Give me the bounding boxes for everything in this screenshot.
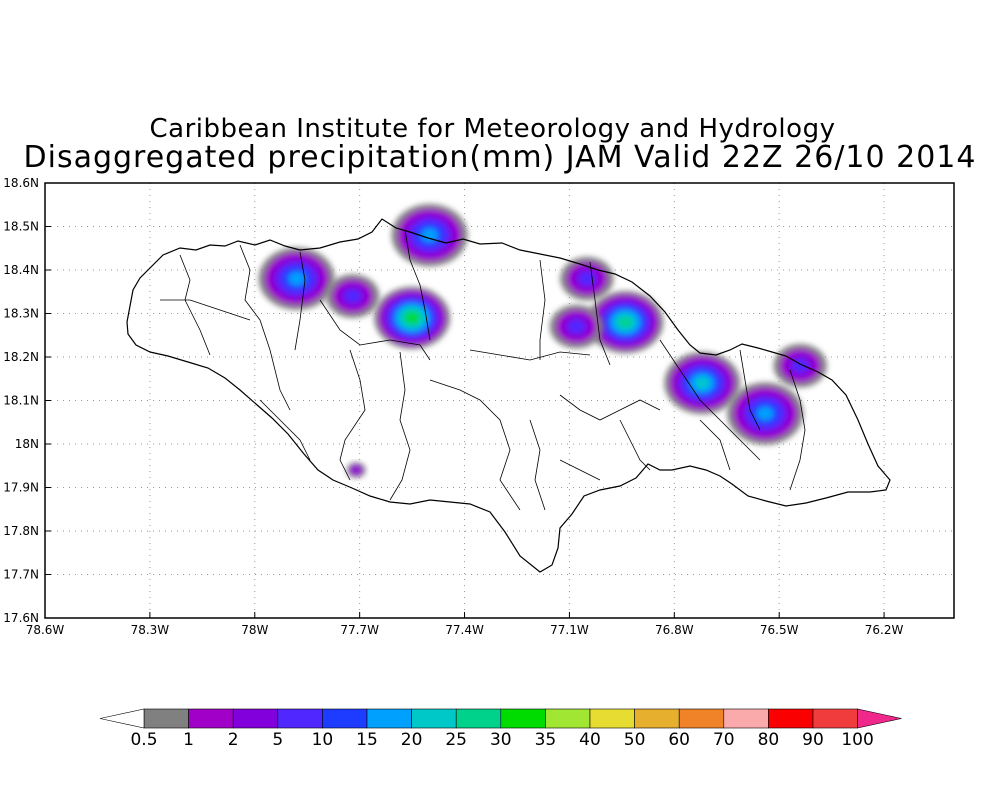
y-tick-label: 17.9N <box>3 481 39 495</box>
colorbar-swatch <box>545 708 591 729</box>
y-tick-label: 18N <box>15 437 39 451</box>
colorbar-swatch <box>188 708 234 729</box>
colorbar-swatch <box>366 708 412 729</box>
precip-cell <box>587 291 664 354</box>
x-tick-label: 77.4W <box>445 623 484 637</box>
colorbar-swatch <box>723 708 769 729</box>
precip-contour <box>421 228 438 243</box>
colorbar-label: 80 <box>757 730 780 750</box>
y-tick-label: 18.4N <box>3 263 39 277</box>
precip-contour <box>695 377 710 389</box>
y-tick-label: 18.5N <box>3 220 39 234</box>
colorbar-label: 70 <box>712 730 735 750</box>
precip-contour <box>578 271 596 286</box>
colorbar-swatch <box>232 708 279 729</box>
title-line-1: Caribbean Institute for Meteorology and … <box>149 114 836 144</box>
x-tick-label: 76.8W <box>655 623 694 637</box>
colorbar-label: 90 <box>802 730 824 750</box>
y-tick-label: 17.8N <box>3 524 39 538</box>
colorbar-label: 20 <box>400 730 423 750</box>
x-tick-label: 78W <box>241 623 268 637</box>
colorbar-swatch <box>277 708 323 729</box>
precip-cell <box>664 351 741 415</box>
precip-contour <box>352 466 361 474</box>
precip-cell <box>374 286 451 350</box>
y-tick-label: 17.7N <box>3 568 39 582</box>
colorbar-low-triangle <box>99 708 145 729</box>
x-tick-label: 78.6W <box>26 623 65 637</box>
grid-lines <box>45 183 954 618</box>
x-tick-label: 78.3W <box>131 623 170 637</box>
y-tick-label: 18.6N <box>3 176 39 190</box>
colorbar-label: 50 <box>623 730 646 750</box>
colorbar-label: 10 <box>311 730 334 750</box>
precip-cell <box>560 256 614 301</box>
precip-contour <box>619 317 632 328</box>
coastline <box>126 218 891 573</box>
y-axis: 18.6N 18.5N 18.4N 18.3N 18.2N 18.1N 18N 17.9N 17… <box>3 176 51 625</box>
precip-cell <box>773 343 827 388</box>
colorbar-label: 2 <box>227 730 239 750</box>
precip-contour <box>288 271 306 286</box>
x-tick-label: 76.2W <box>865 623 904 637</box>
precip-contour <box>567 319 585 334</box>
colorbar-label: 15 <box>356 730 378 750</box>
jamaica-outline <box>126 218 891 573</box>
colorbar-label: 40 <box>579 730 601 750</box>
colorbar-swatch <box>634 708 680 729</box>
y-tick-label: 18.1N <box>3 394 39 408</box>
title-line-2: Disaggregated precipitation(mm) JAM Vali… <box>23 140 977 175</box>
colorbar-label: 25 <box>445 730 468 750</box>
precip-cell <box>326 274 380 318</box>
x-tick-label: 77.7W <box>340 623 379 637</box>
parish-boundaries <box>160 229 806 511</box>
colorbar-label: 5 <box>272 730 284 750</box>
colorbar-high-triangle <box>857 708 902 729</box>
colorbar-label: 1 <box>183 730 195 750</box>
precip-cell <box>549 304 604 349</box>
colorbar-swatch <box>768 708 814 729</box>
x-tick-label: 77.1W <box>550 623 589 637</box>
precip-cell <box>346 462 366 478</box>
precip-contour <box>406 313 418 323</box>
colorbar-swatch <box>143 708 189 729</box>
precip-field <box>258 204 827 478</box>
y-tick-label: 18.2N <box>3 350 39 364</box>
colorbar-label: 100 <box>841 730 874 750</box>
colorbar-swatch <box>500 708 546 729</box>
colorbar-swatch <box>589 708 635 729</box>
colorbar-swatch <box>322 708 368 729</box>
y-tick-label: 18.3N <box>3 307 39 321</box>
colorbar-swatch <box>678 708 725 729</box>
colorbar-swatch <box>455 708 502 729</box>
colorbar-label: 35 <box>534 730 557 750</box>
colorbar-label: 60 <box>668 730 691 750</box>
x-tick-label: 76.5W <box>760 623 799 637</box>
colorbar-swatch <box>812 708 858 729</box>
precip-cell <box>391 204 468 267</box>
colorbar-label: 30 <box>489 730 512 750</box>
colorbar-label: 0.5 <box>130 730 158 750</box>
colorbar-swatch <box>411 708 457 729</box>
precip-contour <box>756 406 774 421</box>
x-axis: 78.6W 78.3W 78W 77.7W 77.4W 77.1W 76.8W 76.5W 76… <box>26 612 904 637</box>
precip-cell <box>727 382 804 445</box>
precip-contour <box>344 289 362 304</box>
precip-cell <box>258 247 335 310</box>
y-tick-label: 17.6N <box>3 611 39 625</box>
